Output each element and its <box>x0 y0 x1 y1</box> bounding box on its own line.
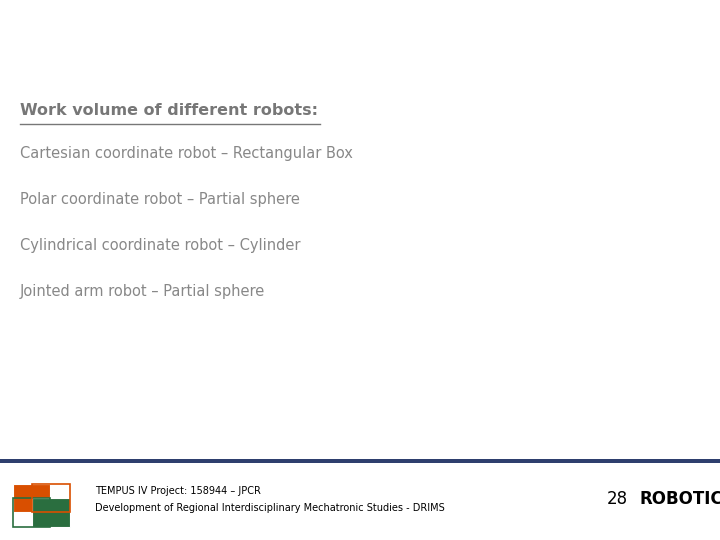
Text: Jointed arm robot – Partial sphere: Jointed arm robot – Partial sphere <box>20 284 266 299</box>
Bar <box>13 498 50 526</box>
Text: 28: 28 <box>607 490 629 508</box>
Text: Development of Regional Interdisciplinary Mechatronic Studies - DRIMS: Development of Regional Interdisciplinar… <box>95 503 445 513</box>
Text: Cartesian coordinate robot – Rectangular Box: Cartesian coordinate robot – Rectangular… <box>20 146 353 161</box>
Bar <box>0 459 720 463</box>
Text: Cylindrical coordinate robot – Cylinder: Cylindrical coordinate robot – Cylinder <box>20 238 301 253</box>
Text: Polar coordinate robot – Partial sphere: Polar coordinate robot – Partial sphere <box>20 192 300 207</box>
Bar <box>32 498 70 526</box>
Bar <box>13 484 50 512</box>
Bar <box>32 484 70 512</box>
Text: ROBOTICS: ROBOTICS <box>639 490 720 508</box>
Text: Work volume of different robots:: Work volume of different robots: <box>20 103 318 118</box>
Text: TEMPUS IV Project: 158944 – JPCR: TEMPUS IV Project: 158944 – JPCR <box>95 486 261 496</box>
